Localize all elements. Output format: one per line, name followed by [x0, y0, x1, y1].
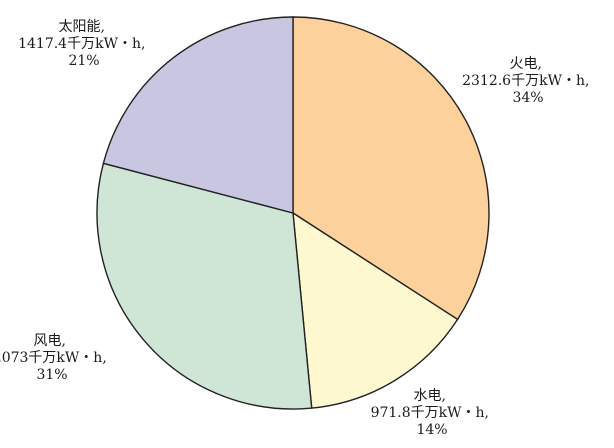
- slice-name: 风电: [34, 333, 62, 349]
- slice-percent: 31%: [36, 367, 67, 383]
- slice-name: 太阳能: [59, 19, 101, 35]
- pie-slice-2: [96, 162, 313, 410]
- slice-value: 2312.6千万kW・h: [462, 73, 585, 89]
- slice-percent: 14%: [416, 422, 447, 438]
- slice-label-taiyangneng: 太阳能, 1417.4千万kW・h, 21%: [18, 19, 150, 69]
- slice-value: 2073千万kW・h: [0, 350, 102, 366]
- slice-percent: 21%: [68, 53, 99, 69]
- slice-percent: 34%: [512, 90, 543, 106]
- pie-slice-3: [102, 16, 294, 214]
- pie-slice-1: [292, 211, 459, 409]
- pie-slices: [96, 16, 490, 410]
- pie-slice-0: [292, 16, 490, 321]
- slice-name: 火电: [510, 56, 538, 72]
- slice-label-shuidian: 水电, 971.8千万kW・h, 14%: [371, 388, 494, 438]
- slice-name: 水电: [414, 388, 442, 404]
- slice-value: 971.8千万kW・h: [371, 405, 485, 421]
- slice-value: 1417.4千万kW・h: [18, 36, 141, 52]
- slice-label-huodian: 火电, 2312.6千万kW・h, 34%: [462, 56, 594, 106]
- slice-label-fengdian: 风电, 2073千万kW・h, 31%: [0, 333, 111, 383]
